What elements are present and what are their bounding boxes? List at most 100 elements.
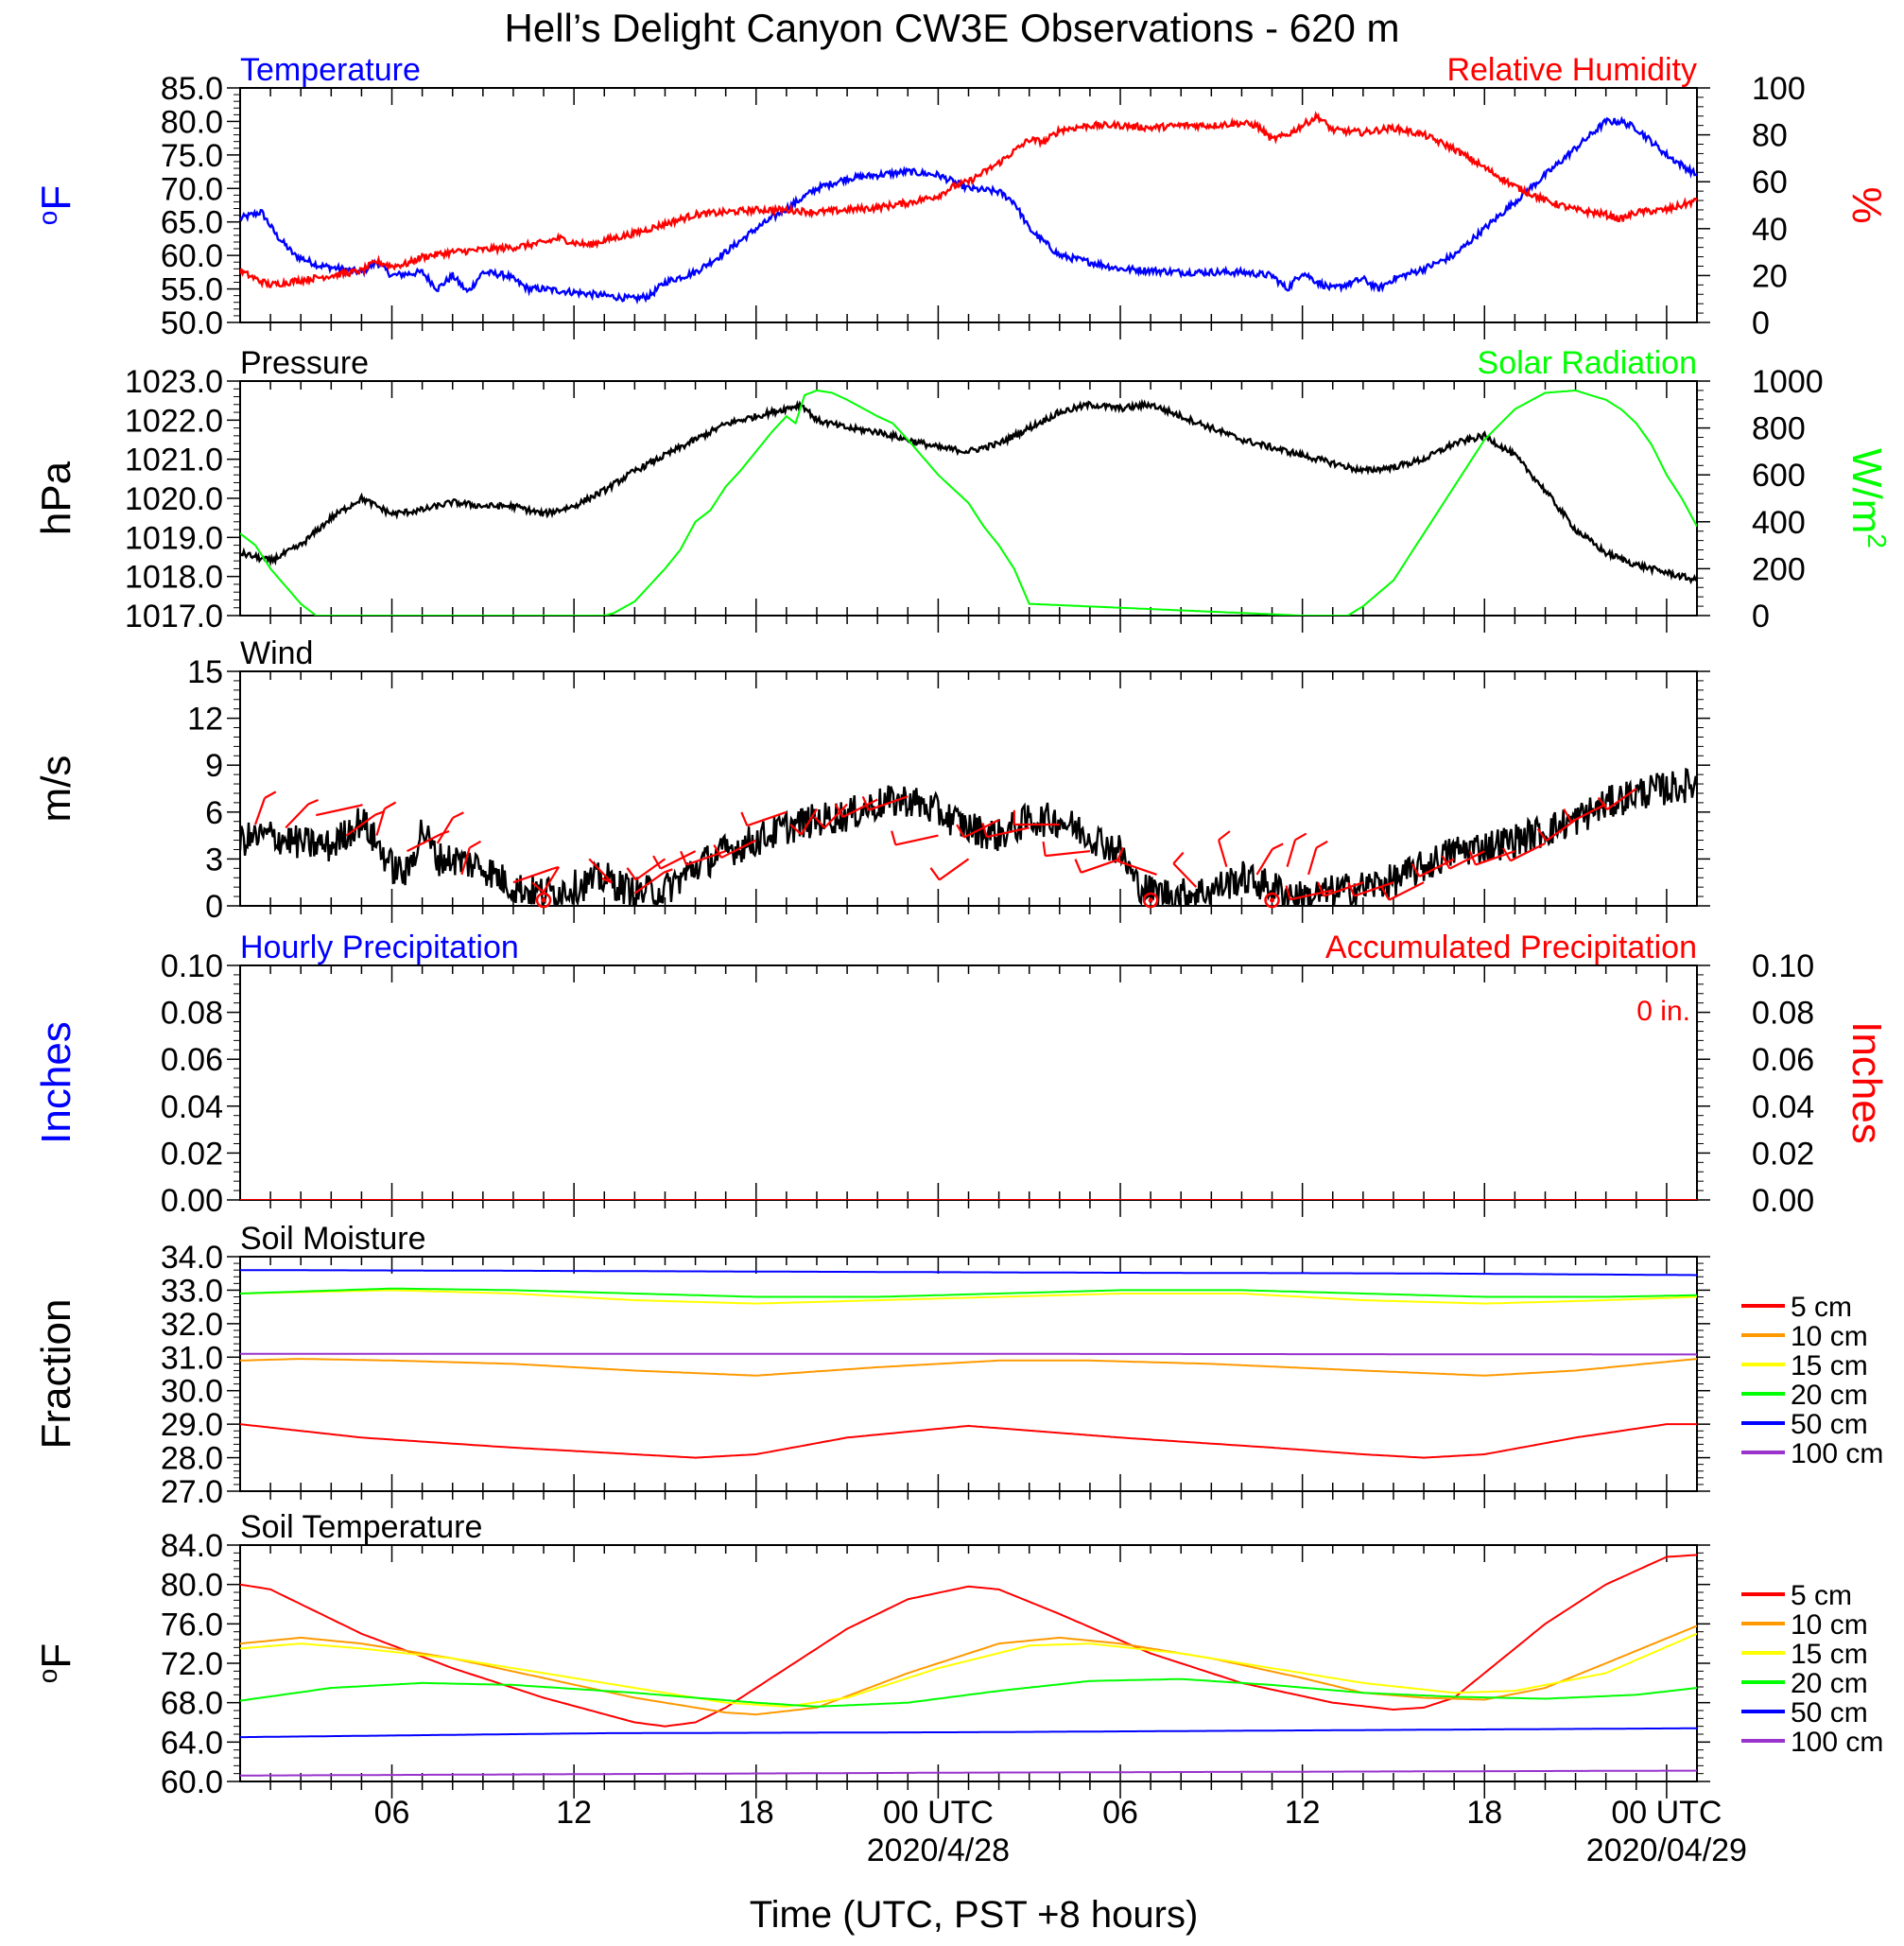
y-tick-label-right: 80 bbox=[1752, 118, 1788, 154]
y-axis-label-left: Inches bbox=[33, 1021, 79, 1144]
wind-barb-flag bbox=[680, 850, 688, 865]
wind-barb-flag bbox=[626, 867, 637, 881]
panel-precip: 0.00 0.02 0.04 0.06 0.08 0.10 0.00 0.02 0.04 0.06… bbox=[33, 930, 1890, 1219]
y-tick-label-left: 1017.0 bbox=[125, 599, 223, 634]
wind-barb bbox=[375, 808, 386, 836]
wind-barb bbox=[316, 805, 359, 817]
panel-frame bbox=[239, 1544, 1698, 1782]
panel-wind: 0 3 6 9 12 15 Wind m/s bbox=[33, 635, 1710, 925]
wind-barb-flag bbox=[601, 877, 613, 884]
wind-barb bbox=[436, 817, 455, 844]
wind-barb bbox=[1286, 839, 1296, 867]
y-tick-label-right: 0.02 bbox=[1752, 1136, 1814, 1172]
calm-wind-marker-dot bbox=[1148, 897, 1153, 903]
wind-barb-flag bbox=[1074, 859, 1082, 874]
legend-label: 15 cm bbox=[1791, 1639, 1868, 1670]
y-tick-label-left: 3 bbox=[205, 842, 223, 877]
y-axis-label-left: hPa bbox=[33, 460, 79, 535]
series-line-20cm bbox=[240, 1287, 1697, 1298]
x-date-label: 2020/04/29 bbox=[1586, 1833, 1747, 1868]
x-tick-label: 06 bbox=[1102, 1795, 1138, 1831]
wind-barb-flag bbox=[789, 824, 803, 836]
y-tick-label-left: 75.0 bbox=[161, 138, 223, 174]
y-axis-label-left: Fraction bbox=[33, 1299, 79, 1450]
panel-title-right: Accumulated Precipitation bbox=[1325, 930, 1697, 965]
wind-barb bbox=[1255, 848, 1273, 876]
y-tick-label-right: 0 bbox=[1752, 599, 1770, 634]
y-tick-label-right: 800 bbox=[1752, 411, 1806, 447]
series-line-15cm bbox=[240, 1632, 1697, 1708]
legend-label: 50 cm bbox=[1791, 1409, 1868, 1440]
series-line-1 bbox=[240, 111, 1697, 289]
wind-barb-flag bbox=[1218, 830, 1231, 842]
wind-barb-flag bbox=[1272, 843, 1284, 850]
wind-barb-flag bbox=[1563, 808, 1572, 823]
y-tick-label-left: 84.0 bbox=[161, 1528, 223, 1564]
y-tick-label-right: 0.08 bbox=[1752, 996, 1814, 1032]
panel-title-left: Hourly Precipitation bbox=[240, 930, 519, 965]
wind-barb bbox=[633, 871, 665, 895]
wind-barb-flag bbox=[1536, 827, 1548, 842]
wind-barb-flag bbox=[1380, 886, 1391, 901]
panel-title-right: Solar Radiation bbox=[1478, 345, 1697, 381]
series-line-0 bbox=[240, 115, 1697, 305]
series-line-20cm bbox=[240, 1677, 1697, 1708]
wind-barb-flag bbox=[713, 844, 722, 859]
y-tick-label-left: 32.0 bbox=[161, 1307, 223, 1343]
wind-barb bbox=[542, 866, 561, 894]
calm-wind-marker-dot bbox=[541, 897, 546, 903]
wind-barb bbox=[1570, 803, 1607, 824]
legend-label: 20 cm bbox=[1791, 1668, 1868, 1699]
wind-barb bbox=[1475, 850, 1515, 866]
y-tick-label-left: 0.02 bbox=[161, 1136, 223, 1172]
wind-barb bbox=[1116, 860, 1157, 876]
y-tick-label-left: 34.0 bbox=[161, 1240, 223, 1276]
wind-barb-flag bbox=[1468, 850, 1477, 865]
y-tick-label-left: 0.00 bbox=[161, 1183, 223, 1219]
y-tick-label-left: 1021.0 bbox=[125, 443, 223, 478]
panel-frame bbox=[239, 87, 1698, 323]
y-tick-label-left: 1018.0 bbox=[125, 560, 223, 596]
series-line-10cm bbox=[240, 1358, 1697, 1377]
wind-barb bbox=[1290, 889, 1333, 901]
y-tick-label-left: 70.0 bbox=[161, 171, 223, 207]
wind-barb bbox=[1354, 881, 1394, 897]
wind-barb bbox=[720, 839, 757, 860]
y-tick-label-right: 200 bbox=[1752, 551, 1806, 587]
y-tick-label-right: 0.04 bbox=[1752, 1089, 1814, 1125]
y-tick-label-left: 1023.0 bbox=[125, 364, 223, 400]
wind-barb-flag bbox=[956, 824, 965, 839]
y-tick-label-left: 33.0 bbox=[161, 1273, 223, 1309]
panel-soil-temperature: 60.064.068.0 72.0 76.080.0 84.0 Soil Tempera… bbox=[33, 1509, 1883, 1800]
wind-barb bbox=[800, 808, 818, 836]
y-tick-label-left: 65.0 bbox=[161, 205, 223, 241]
wind-barb bbox=[660, 850, 697, 870]
legend-label: 10 cm bbox=[1791, 1609, 1868, 1641]
wind-barb bbox=[285, 803, 309, 829]
y-tick-label-left: 6 bbox=[205, 795, 223, 831]
series-line-50cm bbox=[240, 1727, 1697, 1739]
x-tick-label: 12 bbox=[556, 1795, 592, 1831]
wind-barb bbox=[588, 858, 613, 884]
series-line-15cm bbox=[240, 1289, 1697, 1305]
y-tick-label-left: 72.0 bbox=[161, 1646, 223, 1682]
wind-barb-flag bbox=[531, 881, 545, 894]
y-tick-label-right: 0.00 bbox=[1752, 1183, 1814, 1219]
legend-label: 50 cm bbox=[1791, 1697, 1868, 1729]
x-tick-label: 18 bbox=[738, 1795, 774, 1831]
series-line-10cm bbox=[240, 1625, 1697, 1716]
calm-wind-marker bbox=[1142, 892, 1159, 909]
legend-label: 15 cm bbox=[1791, 1350, 1868, 1381]
wind-barb-flag bbox=[1294, 832, 1307, 842]
series-line-100cm bbox=[240, 1769, 1697, 1777]
legend-label: 5 cm bbox=[1791, 1580, 1852, 1611]
wind-barb-flag bbox=[452, 811, 464, 819]
legend-label: 10 cm bbox=[1791, 1321, 1868, 1352]
wind-barb bbox=[939, 858, 970, 881]
wind-barb bbox=[1418, 858, 1455, 877]
wind-barb bbox=[345, 813, 376, 837]
y-tick-label-left: 12 bbox=[187, 702, 223, 738]
series-line-5cm bbox=[240, 1554, 1697, 1728]
y-tick-label-left: 9 bbox=[205, 748, 223, 784]
